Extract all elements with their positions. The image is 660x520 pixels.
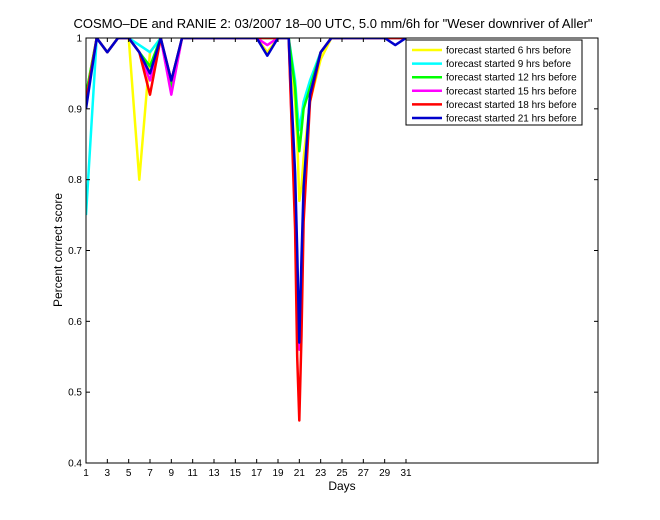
y-tick-label: 1 bbox=[76, 34, 82, 45]
x-tick-label: 11 bbox=[187, 468, 198, 479]
y-tick-label: 0.8 bbox=[68, 175, 82, 186]
x-tick-label: 13 bbox=[208, 468, 220, 479]
chart-title: COSMO–DE and RANIE 2: 03/2007 18–00 UTC,… bbox=[73, 16, 592, 31]
x-tick-label: 17 bbox=[251, 468, 263, 479]
x-tick-label: 25 bbox=[336, 468, 348, 479]
legend-label-3: forecast started 12 hrs before bbox=[446, 73, 577, 84]
y-tick-label: 0.4 bbox=[68, 459, 82, 470]
legend: forecast started 6 hrs before forecast st… bbox=[405, 39, 583, 126]
legend-box bbox=[405, 39, 583, 126]
x-tick-label: 9 bbox=[169, 468, 175, 479]
y-axis: 0.4 0.5 0.6 0.7 0.8 0.9 1 bbox=[68, 34, 598, 470]
y-tick-label: 0.6 bbox=[68, 317, 82, 328]
x-tick-label: 31 bbox=[400, 468, 412, 479]
y-tick-label: 0.5 bbox=[68, 388, 82, 399]
series-line-2 bbox=[86, 38, 406, 216]
series-line-4 bbox=[86, 38, 406, 351]
y-tick-label: 0.9 bbox=[68, 104, 82, 115]
series-lines bbox=[86, 38, 407, 422]
x-axis: 1 3 5 7 9 11 13 15 17 19 21 23 25 27 29 31 bbox=[83, 38, 412, 479]
x-tick-label: 7 bbox=[147, 468, 153, 479]
x-axis-label: Days bbox=[328, 479, 355, 493]
x-tick-label: 1 bbox=[83, 468, 89, 479]
legend-label-1: forecast started 6 hrs before bbox=[446, 46, 572, 57]
x-tick-label: 21 bbox=[294, 468, 306, 479]
y-axis-label: Percent correct score bbox=[51, 193, 65, 307]
x-tick-label: 5 bbox=[126, 468, 132, 479]
series-line-1 bbox=[86, 38, 406, 203]
legend-label-4: forecast started 15 hrs before bbox=[446, 86, 577, 97]
y-tick-label: 0.7 bbox=[68, 246, 82, 257]
legend-label-2: forecast started 9 hrs before bbox=[446, 59, 572, 70]
series-line-6 bbox=[86, 38, 407, 344]
series-line-3 bbox=[86, 38, 406, 153]
series-line-5 bbox=[86, 38, 406, 422]
legend-label-5: forecast started 18 hrs before bbox=[446, 100, 577, 111]
x-tick-label: 23 bbox=[315, 468, 327, 479]
x-tick-label: 3 bbox=[105, 468, 111, 479]
x-tick-label: 29 bbox=[379, 468, 391, 479]
legend-label-6: forecast started 21 hrs before bbox=[446, 114, 577, 125]
x-tick-label: 27 bbox=[358, 468, 370, 479]
x-tick-label: 15 bbox=[230, 468, 242, 479]
x-tick-label: 19 bbox=[272, 468, 284, 479]
